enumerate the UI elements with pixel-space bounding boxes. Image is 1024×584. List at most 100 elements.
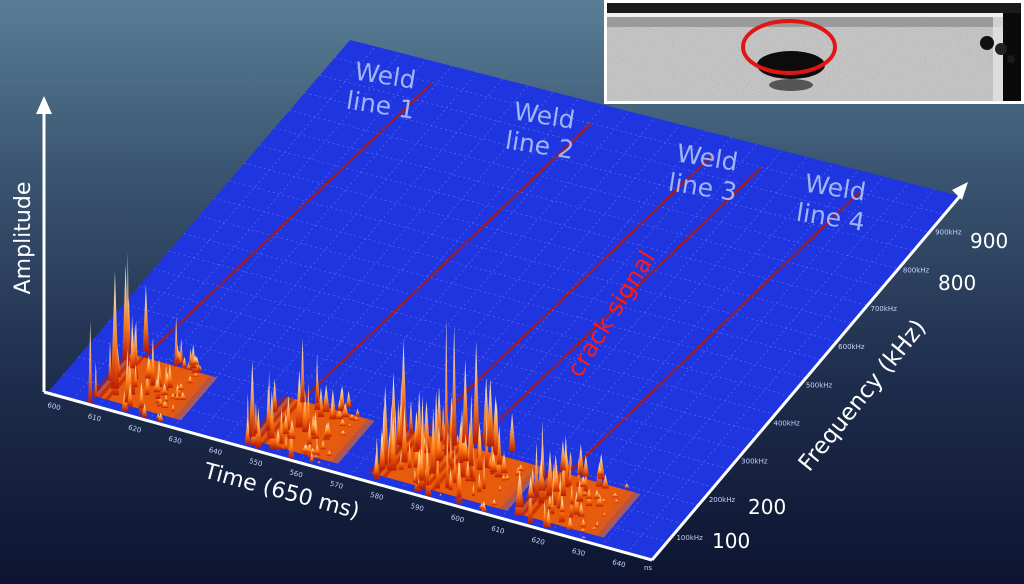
- burst-spike: [602, 512, 607, 516]
- burst-spike: [161, 383, 168, 396]
- frequency-tick-label: 600kHz: [838, 343, 865, 351]
- burst-spike: [315, 352, 319, 403]
- burst-spike: [517, 464, 524, 471]
- burst-spike: [527, 475, 533, 524]
- burst-spike: [157, 412, 164, 422]
- burst-spike: [596, 466, 604, 476]
- burst-spike: [161, 400, 169, 409]
- burst-spike: [534, 442, 539, 497]
- burst-spike: [348, 414, 356, 419]
- frequency-tick-label: 900kHz: [935, 228, 962, 236]
- burst-spike: [568, 459, 572, 486]
- burst-spike: [398, 450, 404, 470]
- burst-spike: [595, 521, 600, 527]
- burst-spike: [248, 360, 256, 437]
- time-tick-label: 590: [410, 502, 425, 513]
- burst-spike: [482, 455, 486, 490]
- burst-spike: [141, 403, 148, 418]
- burst-spike: [124, 349, 131, 403]
- burst-spike: [244, 417, 251, 445]
- burst-spike: [465, 459, 471, 482]
- time-tick-label: 630: [571, 547, 586, 558]
- burst-spike: [457, 420, 464, 464]
- burst-spike: [593, 489, 601, 499]
- burst-spike: [456, 458, 462, 498]
- burst-spike: [418, 443, 425, 481]
- burst-spike: [399, 379, 404, 447]
- burst-spike: [338, 419, 347, 427]
- burst-spike: [279, 406, 284, 444]
- burst-spike: [576, 479, 584, 502]
- frequency-large-label-200: 200: [748, 495, 786, 519]
- time-tick-label: 570: [329, 480, 344, 491]
- frequency-large-label-900: 900: [970, 229, 1008, 253]
- burst-spike: [559, 500, 565, 513]
- grid-line: [299, 104, 605, 463]
- burst-spike: [142, 284, 150, 352]
- burst-spike: [477, 425, 483, 470]
- time-tick-label: 550: [248, 457, 263, 468]
- burst-chirp-ridge: [385, 153, 714, 470]
- amplitude-axis-arrow: [36, 96, 52, 114]
- burst-spike: [438, 493, 443, 497]
- burst-spike: [306, 382, 311, 431]
- burst-spike: [254, 401, 258, 434]
- time-tick-label: 610: [87, 412, 102, 423]
- burst-spike: [309, 451, 315, 463]
- time-tick-label: 640: [208, 446, 223, 457]
- frequency-tick-label: 400kHz: [774, 420, 801, 428]
- time-tick-label: 610: [490, 524, 505, 535]
- time-tick-labels: 600 610 620 630 640 550 560 570 580 590 600 610 620 6…: [47, 401, 627, 569]
- burst-spike: [586, 488, 592, 499]
- burst-spike: [174, 384, 181, 396]
- burst-spike: [623, 483, 630, 489]
- grid-line: [551, 169, 859, 533]
- grid-line: [425, 137, 732, 498]
- burst-spike: [489, 451, 498, 473]
- grid-line: [601, 182, 910, 547]
- burst-spike: [486, 378, 495, 447]
- burst-spike: [412, 468, 417, 483]
- burst-spike: [110, 270, 119, 389]
- burst-spike: [271, 378, 278, 412]
- grid-line: [450, 143, 757, 505]
- burst-spike: [471, 484, 476, 496]
- burst-spike: [288, 426, 295, 459]
- burst-spike: [373, 453, 379, 477]
- burst-spike: [611, 492, 619, 498]
- frequency-tick-label: 700kHz: [871, 305, 898, 313]
- burst-spike: [179, 392, 187, 400]
- burst-spike: [345, 390, 352, 408]
- burst-spike: [498, 485, 502, 492]
- burst-spike: [335, 408, 344, 420]
- burst-spike: [175, 343, 180, 362]
- burst-spike: [301, 444, 310, 453]
- time-tick-label: 560: [289, 468, 304, 479]
- burst-spike: [126, 251, 130, 367]
- burst-spike: [191, 356, 199, 365]
- burst-spike: [560, 455, 567, 497]
- micrograph-image: [607, 3, 1021, 101]
- time-tick-label: 600: [47, 401, 62, 412]
- frequency-tick-label: 500kHz: [806, 381, 833, 389]
- burst-spike: [448, 467, 453, 491]
- burst-spike: [472, 340, 480, 443]
- burst-spike: [265, 385, 271, 431]
- burst-spike: [590, 527, 598, 530]
- burst-spike: [481, 501, 487, 512]
- burst-spike: [566, 516, 574, 531]
- frequency-large-label-800: 800: [938, 271, 976, 295]
- burst-spike: [582, 455, 590, 477]
- time-tick-label: 640: [611, 558, 626, 569]
- grid-line: [576, 176, 884, 540]
- burst-spike: [326, 450, 332, 456]
- burst-spike: [449, 434, 453, 467]
- burst-spike: [462, 433, 469, 462]
- frequency-tick-label: 800kHz: [903, 267, 930, 275]
- burst-spike: [595, 494, 604, 507]
- frequency-axis: [650, 195, 962, 561]
- burst-spike: [150, 337, 156, 386]
- frequency-tick-label: 200kHz: [709, 496, 736, 504]
- burst-spike: [379, 432, 386, 470]
- burst-spike: [476, 472, 482, 492]
